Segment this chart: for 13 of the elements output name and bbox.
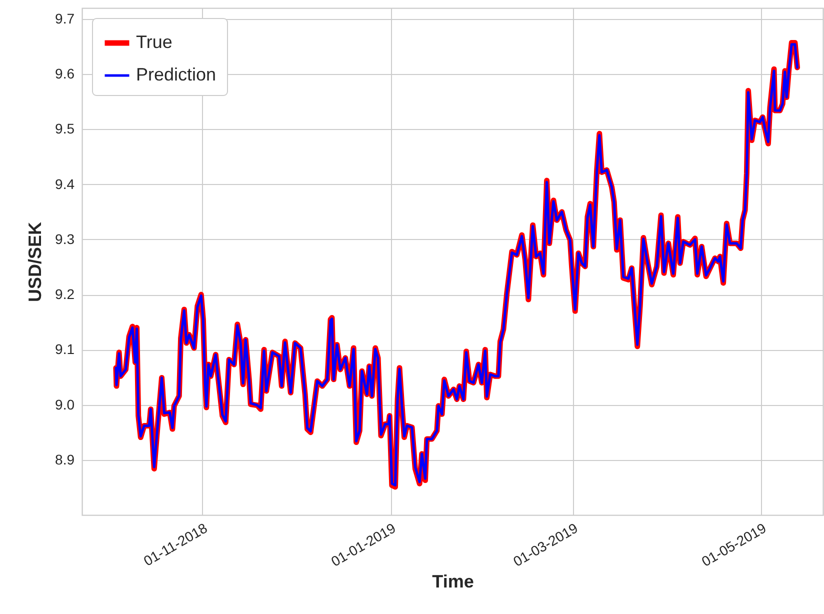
y-tick-label: 9.2 xyxy=(55,286,75,302)
x-axis-title: Time xyxy=(432,571,474,592)
y-tick-label: 9.1 xyxy=(55,341,75,358)
y-tick-label: 9.0 xyxy=(55,396,75,412)
y-tick-label: 9.7 xyxy=(55,10,75,27)
y-tick-label: 9.3 xyxy=(55,230,75,247)
legend-label: Prediction xyxy=(136,64,216,84)
y-tick-label: 9.4 xyxy=(55,176,75,192)
y-tick-label: 9.5 xyxy=(55,120,75,137)
legend-label: True xyxy=(136,32,172,52)
y-tick-label: 9.6 xyxy=(55,66,75,82)
y-tick-label: 8.9 xyxy=(55,451,75,468)
y-axis-title: USD/SEK xyxy=(25,222,46,302)
